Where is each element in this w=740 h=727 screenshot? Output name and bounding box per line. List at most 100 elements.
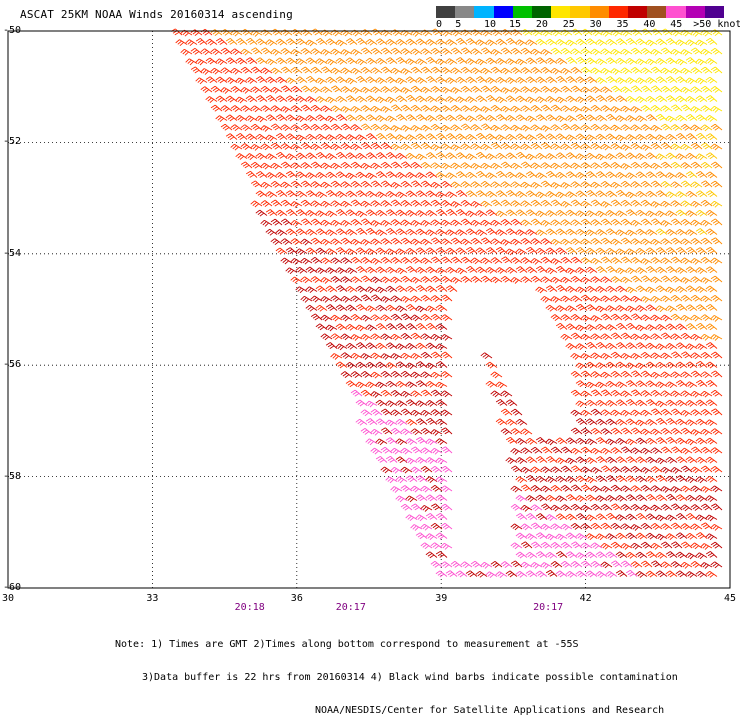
wind-barb (650, 428, 663, 436)
wind-barb (400, 408, 413, 416)
wind-barb (455, 96, 468, 104)
wind-barb (700, 333, 713, 341)
wind-barb (670, 67, 683, 75)
wind-barb (375, 38, 388, 46)
wind-barb (445, 77, 458, 84)
wind-barb (400, 104, 413, 112)
wind-barb (405, 381, 418, 389)
wind-barb (285, 228, 298, 236)
wind-barb (380, 86, 393, 93)
wind-barb (430, 503, 443, 511)
wind-barb (415, 494, 428, 502)
wind-barb (355, 210, 368, 218)
wind-barb (505, 190, 518, 197)
wind-barb (580, 504, 593, 512)
wind-barb (700, 562, 713, 569)
wind-barb (615, 551, 628, 559)
wind-barb (655, 570, 668, 578)
wind-barb (610, 181, 623, 189)
wind-barb (675, 209, 688, 217)
wind-barb (455, 570, 468, 578)
wind-barb (410, 314, 423, 322)
wind-barb (560, 560, 573, 568)
wind-barb (410, 332, 423, 340)
wind-barb (380, 314, 393, 322)
wind-barb (640, 541, 653, 549)
wind-barb (650, 352, 663, 360)
wind-barb (705, 133, 718, 141)
wind-barb (520, 200, 533, 208)
wind-barb (475, 190, 488, 197)
wind-barb (410, 85, 423, 93)
wind-barb (660, 181, 673, 188)
wind-barb (260, 67, 273, 75)
wind-barb (530, 258, 543, 265)
wind-barb (665, 514, 678, 522)
wind-barb (285, 267, 298, 275)
wind-barb (700, 277, 713, 284)
wind-barb (500, 256, 513, 264)
wind-barb (500, 239, 513, 246)
wind-barb (255, 38, 268, 46)
wind-barb (645, 476, 658, 483)
wind-barb (685, 133, 698, 140)
wind-barb (600, 30, 613, 37)
wind-barb (360, 428, 373, 435)
wind-barb (685, 114, 698, 121)
wind-barb (620, 543, 633, 550)
wind-barb (545, 494, 558, 502)
wind-barb (615, 57, 628, 65)
wind-barb (400, 466, 413, 474)
wind-barb (585, 57, 598, 65)
wind-barb (255, 171, 268, 178)
wind-barb (220, 123, 233, 131)
wind-barb (425, 551, 438, 559)
wind-barb (260, 47, 273, 55)
wind-barb (280, 106, 293, 113)
wind-barb (625, 248, 638, 256)
lat-label: -58 (3, 470, 22, 482)
wind-barb (310, 143, 323, 151)
wind-barb (525, 437, 538, 445)
wind-barb (495, 246, 508, 254)
wind-barb (410, 66, 423, 74)
wind-barb (440, 542, 453, 550)
wind-barb (400, 237, 413, 245)
wind-barb (535, 494, 548, 502)
wind-barb (510, 238, 523, 246)
wind-barb (320, 277, 333, 284)
wind-barb (350, 143, 363, 151)
wind-barb (615, 399, 628, 407)
wind-barb (490, 276, 503, 284)
wind-barb (370, 391, 383, 398)
wind-barb (615, 514, 628, 521)
wind-barb (500, 87, 513, 94)
wind-barb (430, 522, 443, 530)
wind-barb (650, 162, 663, 170)
wind-barb (600, 124, 613, 132)
wind-barb (460, 276, 473, 283)
wind-barb (670, 237, 683, 245)
wind-barb (440, 427, 453, 435)
legend-color-bar (436, 6, 725, 18)
wind-barb (330, 85, 343, 93)
wind-barb (300, 257, 313, 265)
wind-barb (365, 381, 378, 389)
wind-barb (645, 190, 658, 198)
wind-barb (650, 66, 663, 74)
wind-barb (685, 266, 698, 274)
wind-barb (605, 475, 618, 482)
wind-barb (565, 305, 578, 313)
wind-barb (640, 161, 653, 169)
wind-barb (710, 86, 723, 93)
wind-barb (690, 67, 703, 74)
wind-barb (630, 181, 643, 188)
wind-barb (650, 466, 663, 473)
wind-barb (595, 418, 608, 426)
wind-barb (375, 381, 388, 389)
wind-barb (625, 418, 638, 426)
wind-barb (310, 276, 323, 283)
wind-barb (305, 152, 318, 160)
wind-barb (560, 504, 573, 512)
wind-barb (610, 238, 623, 246)
